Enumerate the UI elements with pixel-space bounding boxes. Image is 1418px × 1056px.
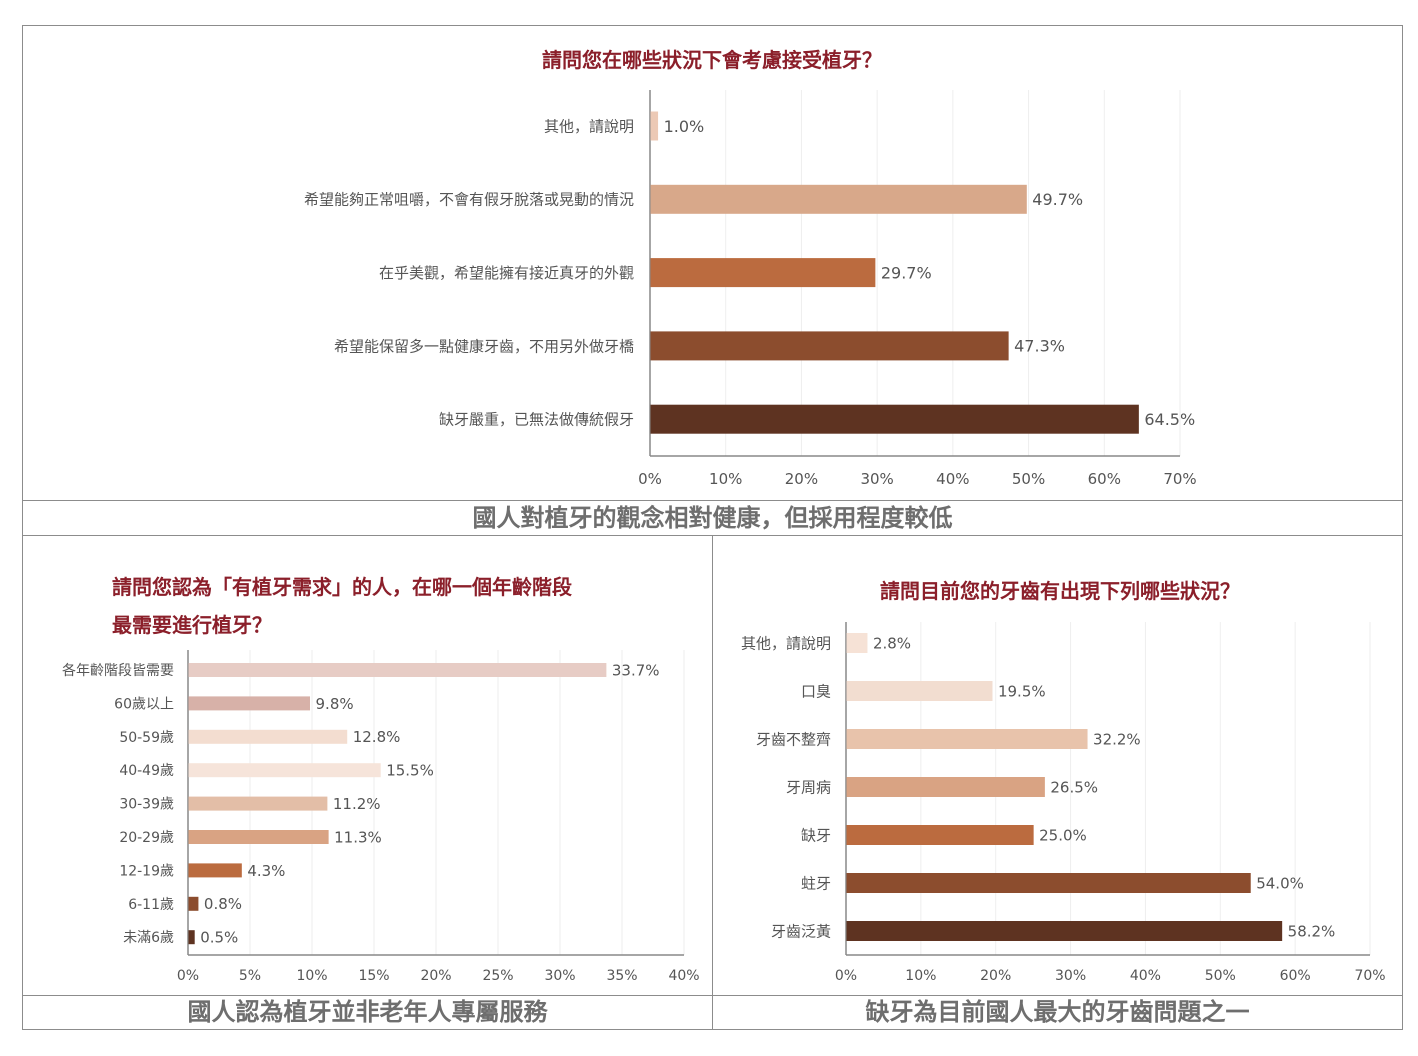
top-caption: 國人對植牙的觀念相對健康，但採用程度較低 bbox=[472, 504, 953, 532]
left-caption: 國人認為植牙並非老年人專屬服務 bbox=[187, 998, 548, 1026]
right-caption-frame bbox=[712, 995, 1403, 1030]
top-panel-frame bbox=[22, 25, 1403, 501]
right-panel-frame bbox=[712, 535, 1403, 996]
right-caption: 缺牙為目前國人最大的牙齒問題之一 bbox=[865, 998, 1250, 1026]
left-panel-frame bbox=[22, 535, 713, 996]
